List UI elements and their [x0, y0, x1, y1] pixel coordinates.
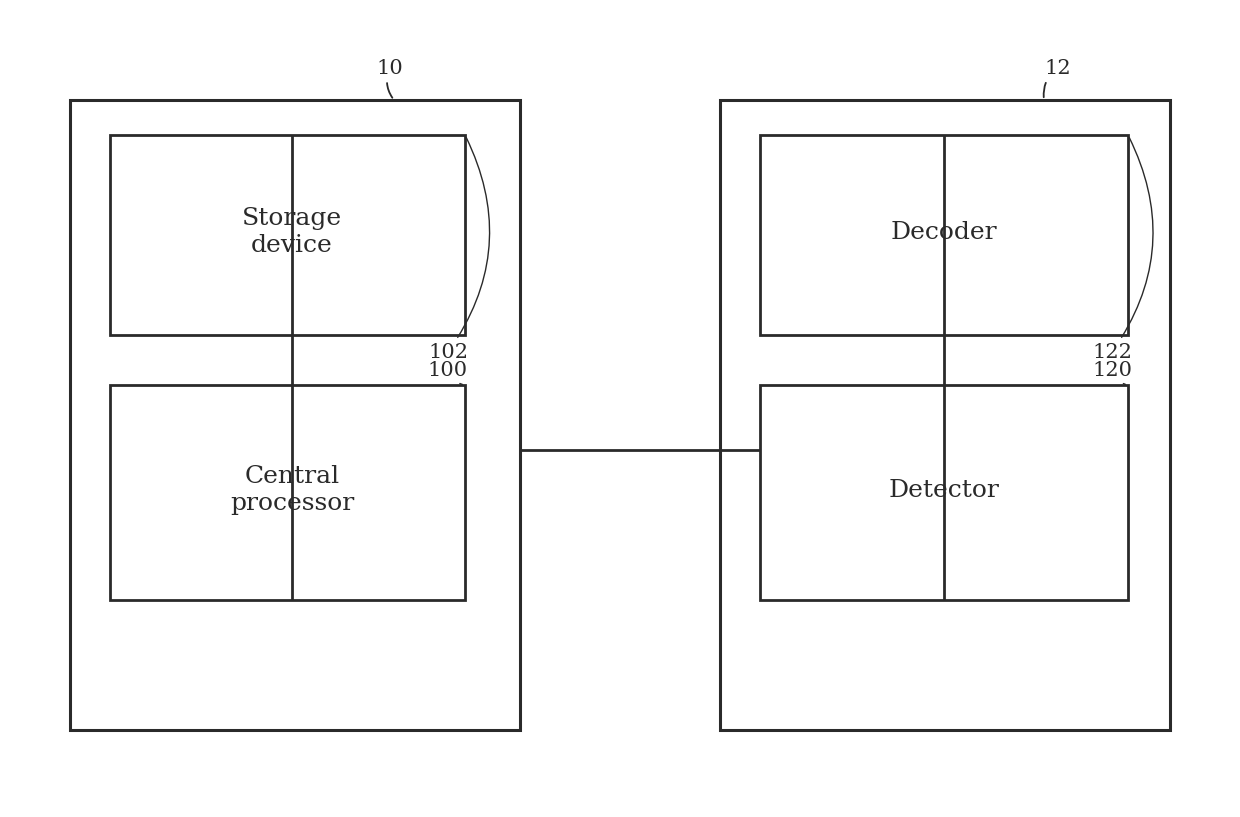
Text: Decoder: Decoder — [890, 221, 997, 243]
Bar — [720, 100, 1171, 730]
Bar — [760, 385, 1128, 600]
Bar — [110, 135, 465, 335]
Text: 102: 102 — [428, 137, 490, 361]
Text: 12: 12 — [1044, 59, 1071, 97]
Bar — [110, 385, 465, 600]
Bar — [760, 135, 1128, 335]
Text: Central
processor: Central processor — [229, 465, 355, 515]
Text: 10: 10 — [377, 59, 403, 98]
Text: 122: 122 — [1092, 137, 1153, 361]
Bar — [69, 100, 520, 730]
Text: Detector: Detector — [889, 479, 999, 502]
Text: Storage
device: Storage device — [242, 208, 342, 257]
Text: 120: 120 — [1092, 360, 1132, 384]
Text: 100: 100 — [428, 360, 467, 384]
